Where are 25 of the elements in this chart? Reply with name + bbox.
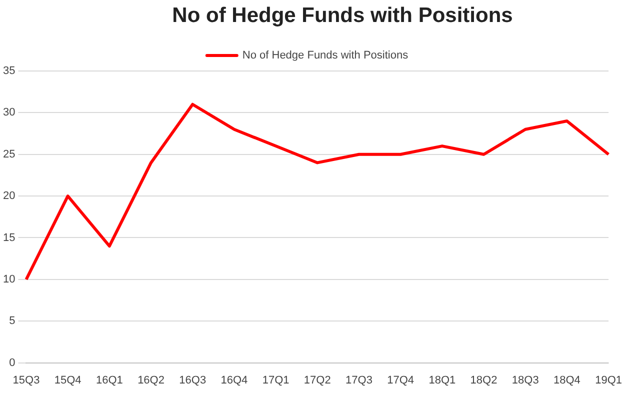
x-tick-label: 18Q2 <box>470 374 498 386</box>
x-tick-label: 17Q2 <box>304 374 331 386</box>
x-tick-label: 18Q4 <box>553 374 580 386</box>
x-tick-label: 17Q1 <box>262 374 290 386</box>
x-tick-label: 16Q1 <box>96 374 123 386</box>
x-tick-label: 17Q3 <box>346 374 372 386</box>
x-tick-label: 15Q3 <box>12 374 40 386</box>
x-tick-label: 16Q4 <box>220 374 248 386</box>
x-tick-label: 18Q3 <box>512 374 539 386</box>
x-tick-label: 16Q3 <box>179 374 206 386</box>
y-tick-label: 35 <box>2 65 16 78</box>
legend-label: No of Hedge Funds with Positions <box>242 50 409 62</box>
chart-title: No of Hedge Funds with Positions <box>171 4 514 28</box>
y-tick-label: 0 <box>9 356 16 369</box>
y-tick-label: 5 <box>9 315 16 328</box>
y-tick-label: 10 <box>2 273 16 286</box>
y-tick-label: 25 <box>2 148 16 160</box>
y-tick-label: 15 <box>2 232 16 244</box>
y-tick-label: 30 <box>2 106 16 119</box>
x-tick-label: 19Q1 <box>595 374 622 386</box>
x-tick-label: 16Q2 <box>138 374 164 386</box>
x-tick-label: 17Q4 <box>387 374 414 386</box>
x-tick-label: 15Q4 <box>54 374 82 386</box>
x-tick-label: 18Q1 <box>428 374 456 386</box>
y-tick-label: 20 <box>2 190 16 202</box>
